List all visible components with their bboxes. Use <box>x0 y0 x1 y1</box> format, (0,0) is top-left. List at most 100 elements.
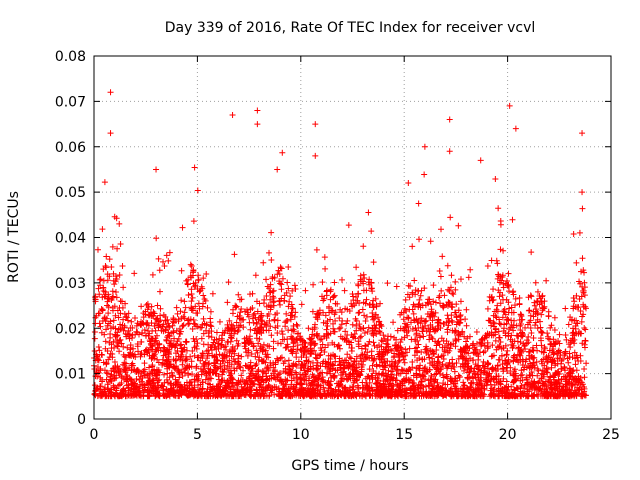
data-point <box>321 254 328 261</box>
data-point <box>461 333 468 340</box>
data-point <box>109 288 116 295</box>
data-point <box>269 275 276 282</box>
data-point <box>240 324 247 331</box>
data-point <box>460 355 467 362</box>
data-point <box>567 344 574 351</box>
data-point <box>463 322 470 329</box>
data-point <box>113 294 120 301</box>
data-point <box>484 305 491 312</box>
data-point <box>422 318 429 325</box>
data-point <box>410 316 417 323</box>
data-point <box>355 309 362 316</box>
data-point <box>355 371 362 378</box>
data-point <box>160 258 167 265</box>
data-point <box>195 300 202 307</box>
data-point <box>460 386 467 393</box>
data-point <box>175 316 182 323</box>
data-point <box>267 306 274 313</box>
data-point <box>200 275 207 282</box>
data-point <box>203 270 210 277</box>
data-point <box>194 340 201 347</box>
data-point <box>157 288 163 295</box>
data-point <box>277 264 284 271</box>
data-point <box>152 320 159 327</box>
data-point <box>457 385 464 392</box>
data-point <box>488 366 495 373</box>
data-point <box>532 279 539 286</box>
data-point <box>155 255 162 262</box>
data-point <box>122 313 129 320</box>
data-point <box>348 345 355 352</box>
data-point <box>91 329 98 336</box>
data-point <box>251 310 258 317</box>
data-point <box>94 363 101 370</box>
data-point <box>120 375 127 382</box>
data-point <box>264 342 271 349</box>
data-point <box>464 335 471 342</box>
data-point <box>172 350 179 357</box>
data-point <box>526 371 533 378</box>
data-point <box>472 389 479 396</box>
data-point <box>252 272 259 279</box>
data-point <box>180 322 187 329</box>
data-point <box>574 304 581 311</box>
data-point <box>279 275 286 282</box>
data-point <box>316 352 323 359</box>
data-point <box>397 339 404 346</box>
data-point <box>153 235 160 242</box>
data-point <box>509 216 516 223</box>
data-point <box>338 321 345 328</box>
data-point <box>252 353 259 360</box>
data-point <box>175 335 182 342</box>
data-point <box>366 366 373 373</box>
data-point <box>226 317 233 324</box>
data-point <box>156 369 163 376</box>
data-point <box>313 355 320 362</box>
data-point <box>528 368 535 375</box>
data-point <box>428 372 435 379</box>
data-point <box>402 377 409 384</box>
data-point <box>219 357 226 364</box>
data-point <box>538 311 545 318</box>
data-point <box>235 360 242 367</box>
data-point <box>178 267 185 274</box>
data-point <box>430 282 437 289</box>
x-tick-label: 10 <box>292 427 310 443</box>
data-point <box>196 288 203 295</box>
data-point <box>174 310 181 317</box>
data-point <box>231 251 238 258</box>
data-point <box>353 294 360 301</box>
data-point <box>414 319 421 326</box>
data-point <box>285 357 292 364</box>
data-point <box>555 347 562 354</box>
data-point <box>160 387 167 394</box>
data-point <box>224 299 231 306</box>
data-point <box>492 337 499 344</box>
data-point <box>397 344 404 351</box>
data-point <box>234 342 241 349</box>
data-point <box>233 337 240 344</box>
data-point <box>135 348 142 355</box>
data-point <box>388 371 395 378</box>
data-point <box>409 289 416 296</box>
data-point <box>503 378 510 385</box>
data-point <box>157 305 164 312</box>
data-point <box>183 347 190 354</box>
data-point <box>225 279 232 286</box>
data-point <box>348 347 355 354</box>
data-point <box>233 319 240 326</box>
data-point <box>376 362 383 369</box>
data-point <box>141 360 148 367</box>
data-point <box>455 222 462 229</box>
data-point <box>527 325 534 332</box>
data-point <box>99 294 106 301</box>
data-point <box>173 327 180 334</box>
data-point <box>563 336 570 343</box>
data-point <box>423 343 430 350</box>
data-point <box>377 321 384 328</box>
data-point <box>380 381 387 388</box>
data-point <box>116 271 123 278</box>
data-point <box>444 262 451 269</box>
data-point <box>490 286 497 293</box>
data-point <box>226 349 233 356</box>
